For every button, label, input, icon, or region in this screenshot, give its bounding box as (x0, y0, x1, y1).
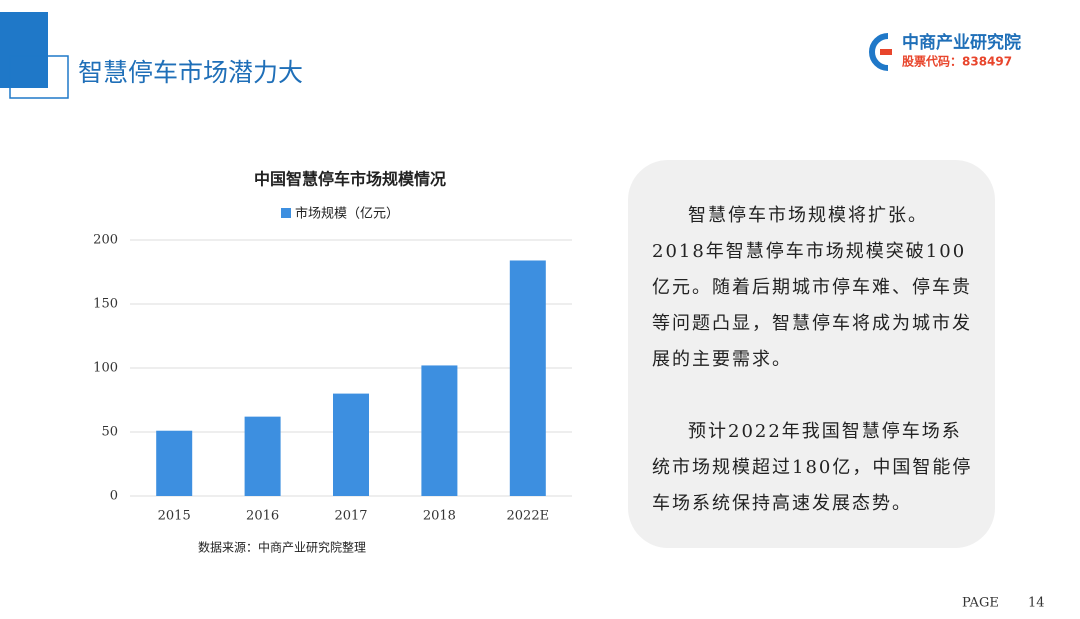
bar (244, 416, 281, 496)
x-tick-label: 2016 (246, 509, 279, 524)
paragraph: 智慧停车市场规模将扩张。2018年智慧停车市场规模突破100亿元。随着后期城市停… (652, 205, 972, 370)
header-frame (9, 55, 69, 99)
page-label: PAGE (962, 596, 999, 611)
x-tick-label: 2018 (423, 509, 456, 524)
bar (421, 365, 458, 496)
y-tick-label: 50 (101, 425, 118, 440)
chart-title: 中国智慧停车市场规模情况 (254, 170, 446, 189)
chart-source: 数据来源：中商产业研究院整理 (198, 540, 366, 555)
y-tick-label: 200 (93, 233, 118, 248)
y-tick-label: 100 (93, 361, 118, 376)
header-block (0, 12, 48, 88)
bar (509, 260, 546, 496)
logo-icon (869, 33, 889, 71)
x-tick-label: 2015 (158, 509, 191, 524)
legend-swatch (281, 208, 291, 218)
logo-stock-code: 股票代码：838497 (902, 54, 1012, 69)
logo-name: 中商产业研究院 (902, 32, 1021, 53)
page-number: 14 (1028, 596, 1045, 611)
slide-title: 智慧停车市场潜力大 (78, 58, 303, 87)
bar (156, 430, 193, 496)
text-box: 智慧停车市场规模将扩张。2018年智慧停车市场规模突破100亿元。随着后期城市停… (628, 160, 995, 548)
x-tick-label: 2022E (507, 509, 550, 524)
bar (333, 393, 369, 496)
y-tick-label: 0 (110, 489, 118, 504)
x-tick-label: 2017 (334, 509, 367, 524)
legend-label: 市场规模（亿元） (295, 206, 399, 222)
paragraph: 预计2022年我国智慧停车场系统市场规模超过180亿，中国智能停车场系统保持高速… (652, 421, 973, 514)
y-tick-label: 150 (93, 297, 118, 312)
